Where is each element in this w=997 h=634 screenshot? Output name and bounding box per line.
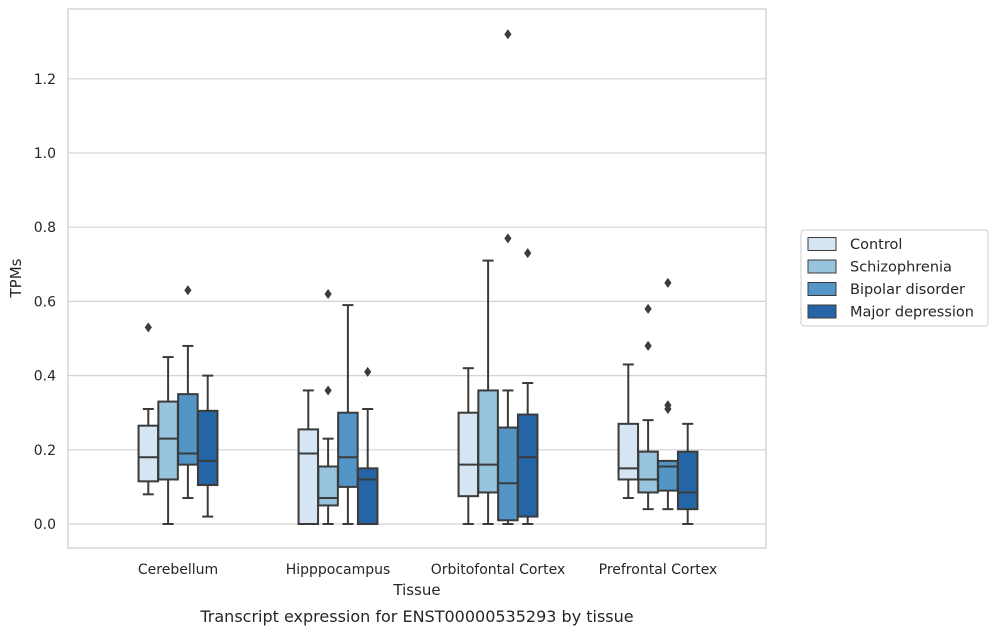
box-2-1 (337, 304, 359, 525)
y-tick-label: 0.6 (34, 294, 56, 310)
y-tick-label: 1.2 (34, 72, 56, 88)
x-tick-label: Cerebellum (138, 562, 218, 578)
box-body (657, 459, 679, 492)
outlier-point (504, 233, 512, 244)
boxes (137, 29, 699, 526)
legend-label: Control (850, 237, 902, 253)
box-body (477, 389, 499, 494)
x-axis-ticks: Cerebellum Hipppocampus Orbitofontal Corte… (138, 562, 717, 578)
y-axis-ticks: 0.0 0.2 0.4 0.6 0.8 1.0 1.2 (34, 72, 56, 533)
x-tick-label: Orbitofontal Cortex (431, 562, 566, 578)
box-body (617, 422, 640, 481)
box-body (337, 411, 359, 488)
box-body (516, 413, 539, 518)
outlier-point (664, 277, 672, 288)
legend-label: Bipolar disorder (850, 282, 965, 298)
outlier-point (524, 248, 532, 259)
box-body (196, 409, 219, 487)
y-tick-label: 0.4 (34, 369, 56, 385)
box-3-2 (516, 248, 539, 525)
legend-swatch (807, 282, 837, 296)
legend-swatch (807, 237, 837, 251)
box-body (356, 467, 379, 526)
box-1-0 (157, 356, 179, 525)
chart-caption: Transcript expression for ENST0000053529… (199, 607, 633, 626)
y-axis-label: TPMs (7, 258, 25, 298)
box-body (157, 400, 179, 481)
outlier-point (644, 303, 652, 314)
box-body (137, 424, 160, 483)
y-tick-label: 0.8 (34, 220, 56, 236)
box-3-1 (356, 366, 379, 526)
outlier-point (664, 400, 672, 411)
outlier-point (644, 340, 652, 351)
box-body (676, 450, 699, 511)
legend: Control Schizophrenia Bipolar disorder Majo… (800, 229, 989, 327)
legend-swatch (807, 304, 837, 319)
outlier-point (324, 385, 332, 396)
box-3-3 (676, 422, 699, 525)
outlier-point (364, 366, 372, 377)
box-body (497, 426, 519, 522)
legend-label: Schizophrenia (850, 260, 952, 276)
legend-frame (800, 229, 989, 327)
legend-swatch (807, 259, 837, 274)
x-tick-label: Prefrontal Cortex (599, 562, 718, 578)
box-0-2 (457, 367, 480, 525)
y-tick-label: 1.0 (34, 146, 56, 162)
box-body (637, 450, 659, 494)
box-1-3 (637, 303, 659, 511)
box-3-0 (196, 374, 219, 518)
box-body (317, 465, 339, 507)
y-tick-label: 0.2 (34, 443, 56, 459)
box-2-3 (657, 277, 679, 511)
legend-label: Major depression (850, 305, 974, 321)
y-tick-label: 0.0 (34, 517, 56, 533)
outlier-point (144, 322, 152, 333)
outlier-point (324, 288, 332, 299)
x-tick-label: Hipppocampus (286, 562, 391, 578)
box-body (457, 411, 480, 498)
x-axis-label: Tissue (392, 581, 440, 599)
box-2-2 (497, 29, 519, 525)
outlier-point (504, 29, 512, 40)
box-body (297, 428, 320, 525)
outlier-point (184, 285, 192, 296)
